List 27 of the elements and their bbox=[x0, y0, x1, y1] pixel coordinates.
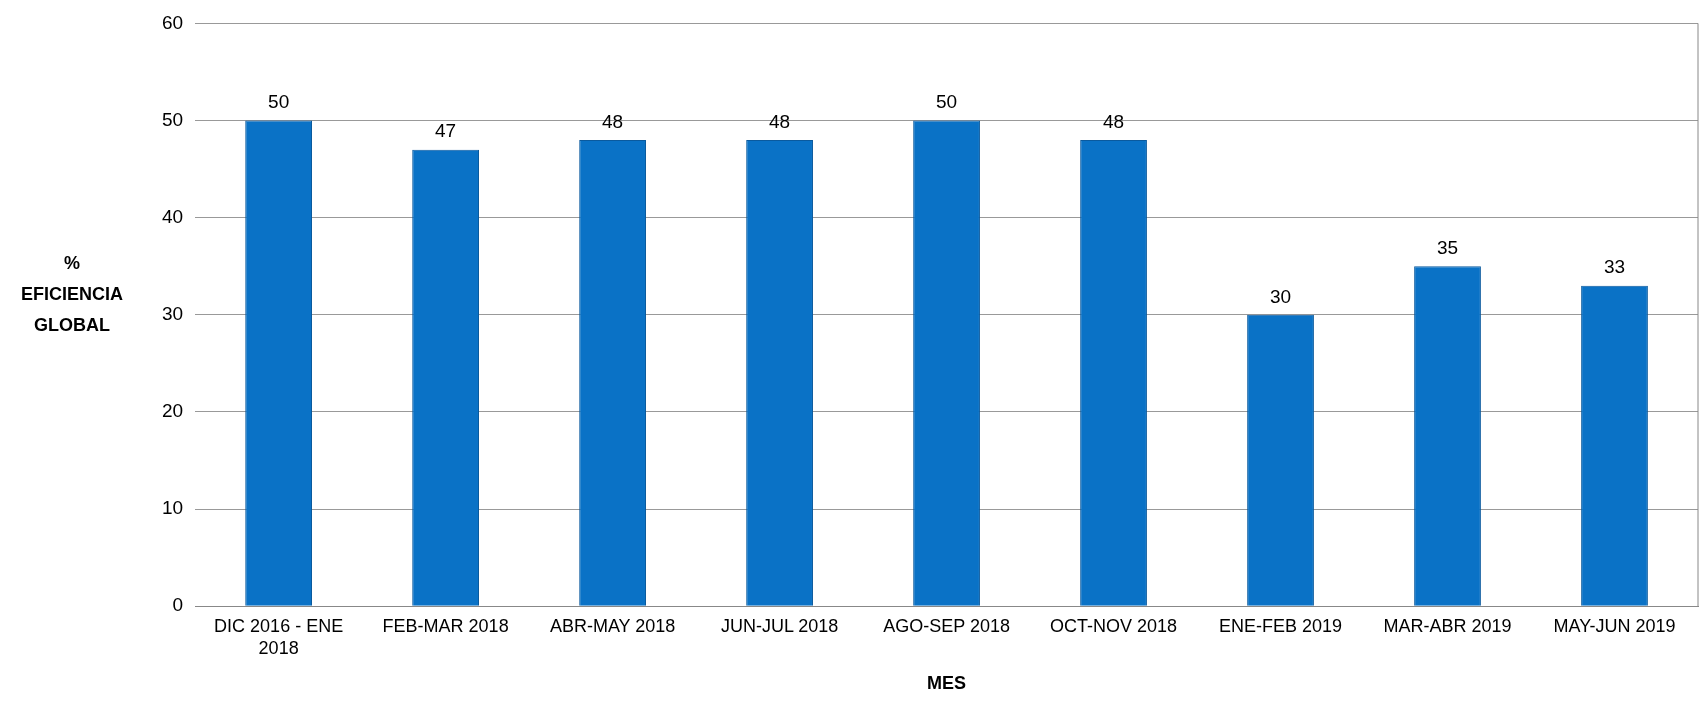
x-tick-label: ENE-FEB 2019 bbox=[1219, 615, 1343, 636]
x-axis-title: MES bbox=[927, 673, 967, 694]
x-tick-label: DIC 2016 - ENE 2018 bbox=[214, 615, 344, 658]
x-tick-label: OCT-NOV 2018 bbox=[1050, 615, 1178, 636]
data-label: 33 bbox=[1603, 256, 1626, 278]
data-label: 48 bbox=[602, 110, 624, 132]
data-label: 47 bbox=[435, 120, 457, 142]
data-label: 48 bbox=[769, 110, 791, 132]
y-tick-label: 20 bbox=[161, 400, 184, 422]
y-tick-label: 60 bbox=[161, 11, 184, 33]
x-tick-label: AGO-SEP 2018 bbox=[883, 615, 1010, 636]
data-label: 50 bbox=[268, 91, 290, 113]
x-tick-label: FEB-MAR 2018 bbox=[382, 615, 509, 636]
x-tick-label: MAY-JUN 2019 bbox=[1553, 615, 1676, 636]
y-tick-label: 10 bbox=[161, 497, 184, 519]
data-label: 50 bbox=[936, 91, 958, 113]
data-label: 48 bbox=[1102, 110, 1125, 132]
x-tick-label: JUN-JUL 2018 bbox=[720, 615, 839, 636]
x-tick-label: MAR-ABR 2019 bbox=[1383, 615, 1512, 636]
y-tick-label: 30 bbox=[161, 303, 184, 325]
y-tick-label: 0 bbox=[172, 594, 184, 616]
data-label: 30 bbox=[1269, 285, 1292, 307]
y-tick-label: 40 bbox=[161, 205, 184, 227]
y-axis-title: % EFICIENCIA GLOBAL bbox=[20, 252, 124, 335]
data-label: 35 bbox=[1436, 236, 1459, 258]
x-tick-label: ABR-MAY 2018 bbox=[549, 615, 676, 636]
y-tick-label: 50 bbox=[161, 108, 184, 130]
